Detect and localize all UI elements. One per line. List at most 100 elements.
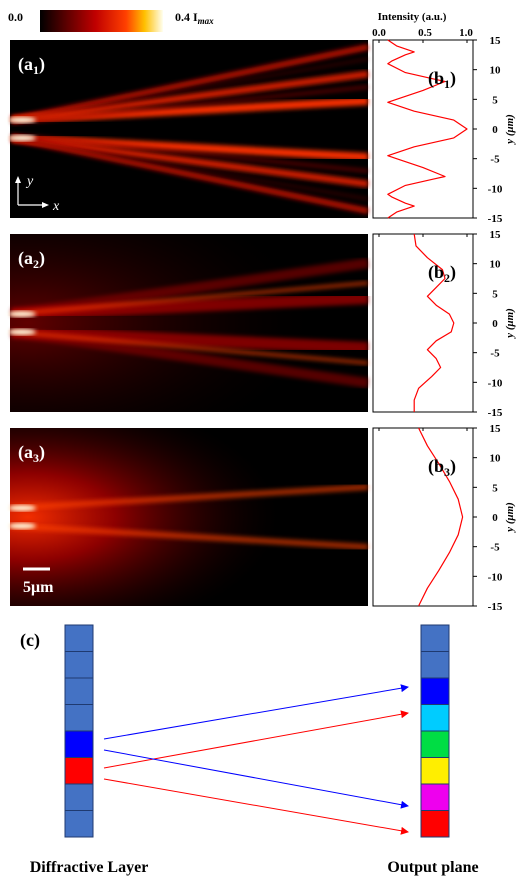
layer-cell bbox=[64, 624, 94, 652]
axis-x-indicator: x bbox=[52, 199, 60, 214]
beam-ray bbox=[11, 70, 369, 124]
panel-b3-label: (b3) bbox=[428, 456, 456, 479]
y-tick-label: 5 bbox=[492, 288, 498, 300]
y-tick-label: -5 bbox=[490, 154, 500, 166]
layer-cell bbox=[420, 677, 450, 705]
y-tick-label: 0 bbox=[492, 318, 498, 330]
colorbar-min-label: 0.0 bbox=[8, 10, 23, 24]
y-tick-label: -10 bbox=[488, 183, 503, 195]
panel-a2-beams bbox=[8, 234, 369, 412]
layer-cell bbox=[420, 704, 450, 732]
panel-a3-beams bbox=[8, 428, 369, 606]
panel-c-label: (c) bbox=[20, 630, 40, 651]
y-tick-label: 0 bbox=[492, 124, 498, 136]
beam-ray bbox=[11, 133, 369, 173]
y-tick-label: -15 bbox=[488, 601, 503, 613]
axis-y-indicator: y bbox=[25, 174, 34, 189]
b-curves bbox=[387, 39, 468, 607]
intensity-profile-line bbox=[413, 233, 455, 412]
panel-b1 bbox=[372, 39, 474, 219]
y-tick-label: 0 bbox=[492, 512, 498, 524]
arrow-blue-down bbox=[103, 749, 409, 809]
layer-cell bbox=[420, 810, 450, 838]
layer-cell bbox=[420, 651, 450, 679]
y-tick-label: -10 bbox=[488, 571, 503, 583]
colorbar bbox=[40, 10, 163, 32]
b-ticks: 15 10 5 0 -5 -10 -15 y (μm) 15 10 5 0 -5 -10 -15 y (μm)… bbox=[378, 35, 516, 613]
beam-ray bbox=[11, 57, 369, 122]
beam-ray bbox=[11, 292, 369, 320]
beam-ray bbox=[11, 134, 369, 188]
layer-cell bbox=[64, 757, 94, 785]
intensity-tick-label: 0.5 bbox=[418, 27, 432, 39]
y-tick-label: -15 bbox=[488, 213, 503, 225]
intensity-tick-label: 1.0 bbox=[459, 27, 473, 39]
layer-cell bbox=[64, 810, 94, 838]
arrow-red-up bbox=[103, 710, 409, 769]
y-tick-label: -5 bbox=[490, 348, 500, 360]
layer-cell bbox=[64, 730, 94, 758]
intensity-profile-line bbox=[387, 39, 468, 219]
colorbar-max-label: 0.4 I bbox=[175, 10, 198, 24]
panel-a1-label: (a1) bbox=[18, 54, 45, 77]
layer-cell bbox=[64, 651, 94, 679]
y-axis-label: y (μm) bbox=[504, 502, 516, 534]
intensity-profile-line bbox=[418, 427, 464, 607]
svg-text:0.4 Imax: 0.4 Imax bbox=[175, 10, 214, 26]
panel-a1-beams bbox=[8, 44, 369, 214]
y-axis-label: y (μm) bbox=[504, 308, 516, 340]
y-tick-label: 10 bbox=[490, 65, 502, 77]
y-axis-label: y (μm) bbox=[504, 114, 516, 146]
diffractive-layer-caption: Diffractive Layer bbox=[30, 859, 149, 876]
beam-ray bbox=[11, 136, 369, 201]
y-tick-label: -10 bbox=[488, 377, 503, 389]
layer-cell bbox=[64, 704, 94, 732]
panel-b2-label: (b2) bbox=[428, 262, 456, 285]
intensity-axis-title: Intensity (a.u.) bbox=[378, 11, 447, 23]
beam-ray bbox=[11, 327, 369, 388]
propagation-arrows bbox=[103, 684, 409, 835]
source-spot bbox=[8, 135, 36, 141]
y-tick-label: 15 bbox=[490, 229, 502, 241]
source-spot bbox=[8, 329, 36, 335]
beam-ray bbox=[11, 330, 369, 365]
y-tick-label: 10 bbox=[490, 259, 502, 271]
panel-b3 bbox=[372, 427, 474, 607]
source-spot bbox=[8, 523, 36, 529]
scale-bar-label: 5μm bbox=[23, 579, 54, 596]
beam-ray bbox=[11, 281, 369, 316]
beam-ray bbox=[11, 44, 369, 123]
panel-b1-label: (b1) bbox=[428, 68, 456, 91]
panel-a2-label: (a2) bbox=[18, 248, 45, 271]
layer-cell bbox=[64, 783, 94, 811]
intensity-tick-labels: 0.0 0.5 1.0 bbox=[372, 27, 473, 39]
y-tick-label: 10 bbox=[490, 453, 502, 465]
y-tick-label: -5 bbox=[490, 542, 500, 554]
panel-b2 bbox=[372, 233, 474, 413]
diffractive-layer bbox=[64, 624, 94, 838]
layer-cell bbox=[420, 730, 450, 758]
panel-a3-label: (a3) bbox=[18, 442, 45, 465]
colorbar-max-sub: max bbox=[198, 16, 215, 26]
y-tick-label: 15 bbox=[490, 35, 502, 47]
y-tick-label: 5 bbox=[492, 482, 498, 494]
layer-cell bbox=[420, 624, 450, 652]
y-tick-label: 5 bbox=[492, 94, 498, 106]
layer-cell bbox=[420, 757, 450, 785]
source-spot bbox=[8, 311, 36, 317]
intensity-tick-label: 0.0 bbox=[372, 27, 386, 39]
arrow-red-down bbox=[103, 778, 409, 835]
output-plane-caption: Output plane bbox=[387, 859, 478, 876]
arrow-blue-up bbox=[103, 684, 409, 740]
beam-ray bbox=[11, 85, 369, 125]
layer-cell bbox=[420, 783, 450, 811]
y-tick-label: 15 bbox=[490, 423, 502, 435]
layer-cell bbox=[64, 677, 94, 705]
beam-ray bbox=[11, 326, 369, 354]
y-tick-label: -15 bbox=[488, 407, 503, 419]
output-plane bbox=[420, 624, 450, 838]
axes-indicator: y x bbox=[15, 174, 60, 214]
source-spot bbox=[8, 505, 36, 511]
beam-ray bbox=[11, 135, 369, 214]
